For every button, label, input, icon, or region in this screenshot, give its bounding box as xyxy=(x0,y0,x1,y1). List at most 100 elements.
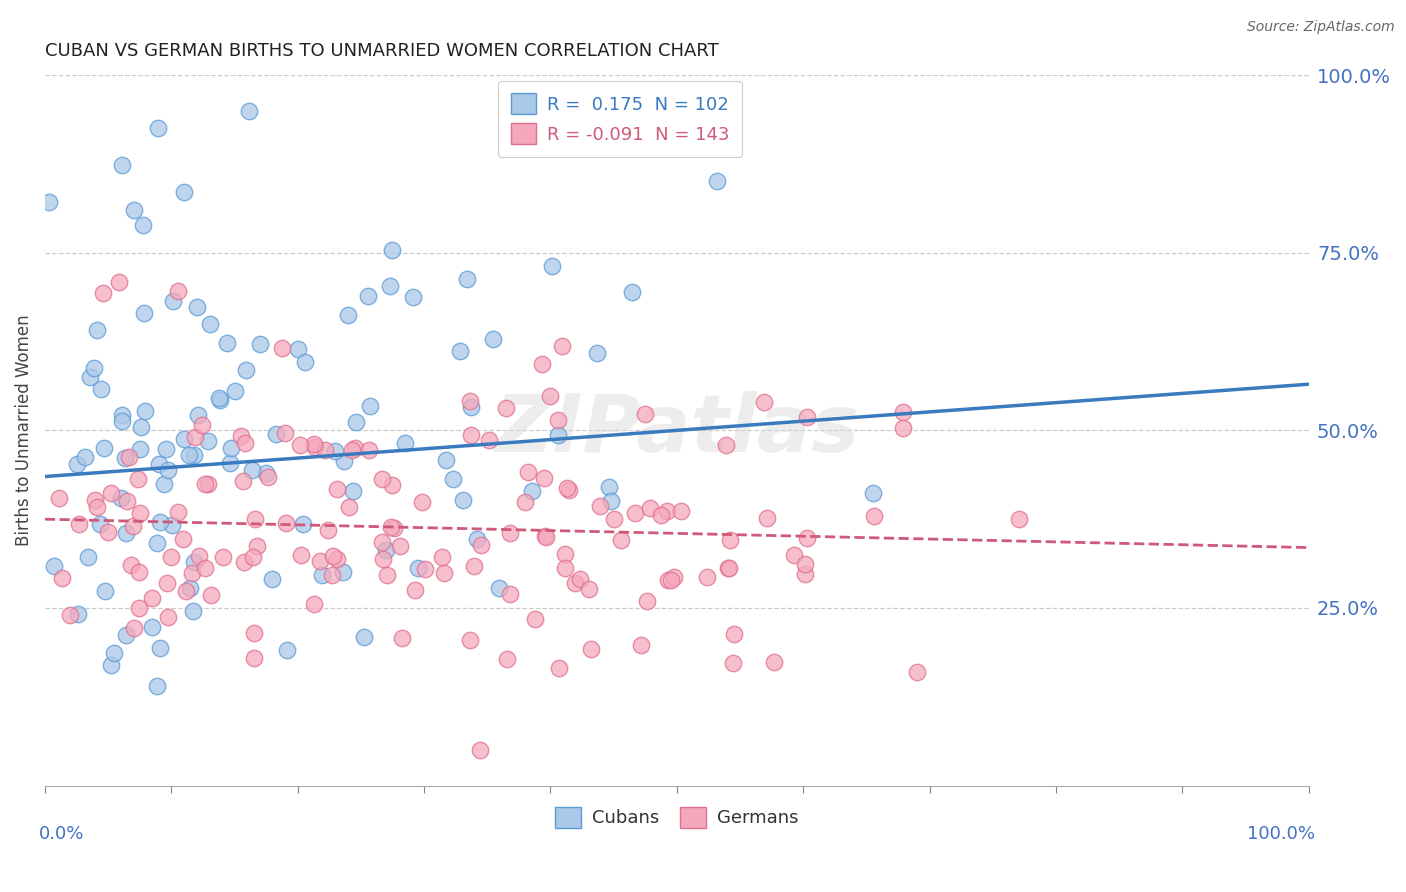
Point xyxy=(756,511,779,525)
Point xyxy=(146,679,169,693)
Point xyxy=(793,558,815,572)
Point xyxy=(114,450,136,465)
Point xyxy=(517,465,540,479)
Point xyxy=(224,384,246,399)
Point xyxy=(404,582,426,597)
Point xyxy=(382,521,405,535)
Point xyxy=(232,555,254,569)
Point xyxy=(891,421,914,435)
Point xyxy=(540,389,562,403)
Point xyxy=(599,493,621,508)
Point xyxy=(541,259,564,273)
Point xyxy=(530,357,553,371)
Point xyxy=(172,532,194,546)
Point xyxy=(67,607,90,621)
Point xyxy=(449,343,471,358)
Point xyxy=(796,531,818,545)
Point xyxy=(375,542,398,557)
Point xyxy=(287,342,309,356)
Point xyxy=(219,456,242,470)
Point xyxy=(554,548,576,562)
Point xyxy=(304,441,326,455)
Point xyxy=(173,185,195,199)
Point xyxy=(714,438,737,452)
Point xyxy=(233,436,256,450)
Point xyxy=(110,491,132,505)
Point xyxy=(344,441,367,455)
Point xyxy=(340,442,363,457)
Point xyxy=(290,548,312,562)
Point xyxy=(598,480,620,494)
Point xyxy=(149,641,172,656)
Point xyxy=(430,550,453,565)
Point xyxy=(415,562,437,576)
Point xyxy=(111,413,134,427)
Point xyxy=(183,555,205,569)
Point xyxy=(260,572,283,586)
Text: Source: ZipAtlas.com: Source: ZipAtlas.com xyxy=(1247,20,1395,34)
Point xyxy=(378,279,401,293)
Point xyxy=(187,549,209,564)
Point xyxy=(75,450,97,465)
Point xyxy=(696,570,718,584)
Point xyxy=(463,558,485,573)
Point xyxy=(89,517,111,532)
Point xyxy=(38,194,60,209)
Point xyxy=(86,323,108,337)
Point xyxy=(191,418,214,433)
Point xyxy=(495,651,517,665)
Point xyxy=(458,632,481,647)
Point xyxy=(294,354,316,368)
Point xyxy=(100,658,122,673)
Point xyxy=(238,103,260,118)
Point xyxy=(321,568,343,582)
Point xyxy=(128,506,150,520)
Point xyxy=(118,450,141,465)
Point xyxy=(217,336,239,351)
Point xyxy=(630,638,652,652)
Point xyxy=(181,604,204,618)
Point xyxy=(94,584,117,599)
Point xyxy=(662,570,685,584)
Point xyxy=(322,549,344,563)
Point xyxy=(153,476,176,491)
Point xyxy=(146,536,169,550)
Point xyxy=(578,582,600,597)
Point xyxy=(77,550,100,565)
Point xyxy=(589,499,612,513)
Point xyxy=(359,399,381,413)
Point xyxy=(155,442,177,456)
Point xyxy=(97,525,120,540)
Point xyxy=(111,408,134,422)
Point xyxy=(149,515,172,529)
Y-axis label: Births to Unmarried Women: Births to Unmarried Women xyxy=(15,315,32,546)
Text: ZIPatlas: ZIPatlas xyxy=(495,392,859,469)
Point xyxy=(160,518,183,533)
Point xyxy=(194,477,217,491)
Point xyxy=(59,608,82,623)
Point xyxy=(657,573,679,587)
Point xyxy=(316,523,339,537)
Point xyxy=(650,508,672,522)
Point xyxy=(357,289,380,303)
Point xyxy=(326,483,349,497)
Text: 0.0%: 0.0% xyxy=(38,824,84,843)
Point xyxy=(339,500,361,514)
Point xyxy=(276,516,298,530)
Point xyxy=(723,627,745,641)
Point xyxy=(197,434,219,448)
Point xyxy=(381,478,404,492)
Point xyxy=(51,571,73,585)
Point xyxy=(243,511,266,525)
Point xyxy=(83,361,105,376)
Point xyxy=(655,503,678,517)
Point xyxy=(434,452,457,467)
Point xyxy=(375,568,398,582)
Point xyxy=(198,317,221,331)
Point xyxy=(460,428,482,442)
Point xyxy=(67,517,90,532)
Point xyxy=(609,533,631,547)
Point xyxy=(394,435,416,450)
Point xyxy=(388,539,411,553)
Point xyxy=(624,507,647,521)
